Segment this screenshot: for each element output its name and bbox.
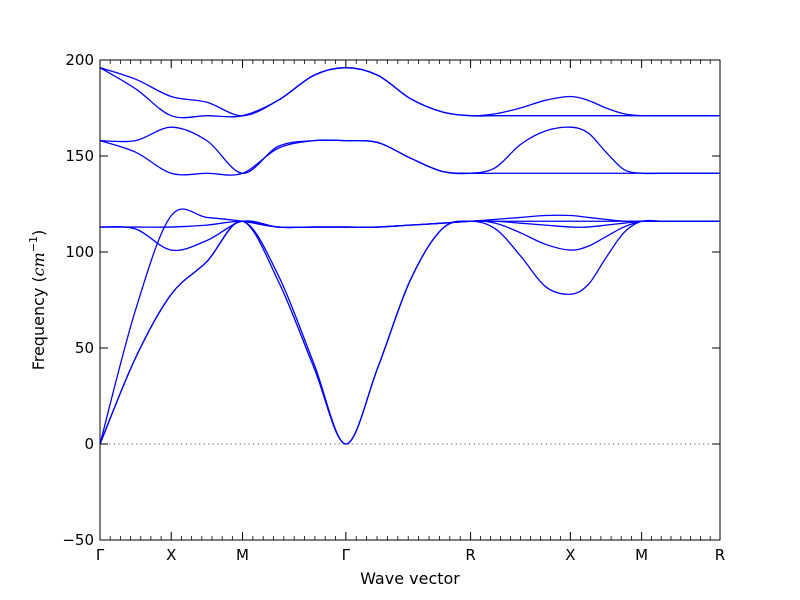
x-tick-label: Γ xyxy=(342,546,351,564)
y-tick-label: 100 xyxy=(65,243,94,261)
branch-line-2 xyxy=(99,220,720,445)
y-axis-label-exponent: −1 xyxy=(27,236,40,252)
y-tick-label: −50 xyxy=(62,531,94,549)
x-tick-label: X xyxy=(166,546,176,564)
y-tick-label: 50 xyxy=(75,339,94,357)
x-tick-label: M xyxy=(635,546,648,564)
branch-line-7 xyxy=(99,126,720,175)
y-tick-label: 0 xyxy=(84,435,94,453)
axes-frame xyxy=(99,59,721,541)
branch-line-4 xyxy=(99,214,720,252)
branch-line-3 xyxy=(99,208,720,445)
y-tick-label: 200 xyxy=(65,51,94,69)
y-axis-label-prefix: Frequency ( xyxy=(29,276,48,370)
y-axis-label-suffix: ) xyxy=(29,230,48,236)
branch-line-9 xyxy=(99,67,720,117)
series-layer xyxy=(99,67,720,445)
y-tick-label: 150 xyxy=(65,147,94,165)
x-tick-label: M xyxy=(236,546,249,564)
y-axis-label-unit: cm xyxy=(29,252,48,276)
branch-line-8 xyxy=(99,67,720,119)
y-axis-label: Frequency (cm−1) xyxy=(27,230,48,371)
x-tick-label: R xyxy=(715,546,725,564)
x-tick-label: X xyxy=(565,546,575,564)
x-tick-label: Γ xyxy=(96,546,105,564)
branch-line-5 xyxy=(100,220,720,229)
branch-line-1 xyxy=(99,219,720,445)
x-tick-label: R xyxy=(465,546,475,564)
x-axis-label: Wave vector xyxy=(360,569,460,588)
